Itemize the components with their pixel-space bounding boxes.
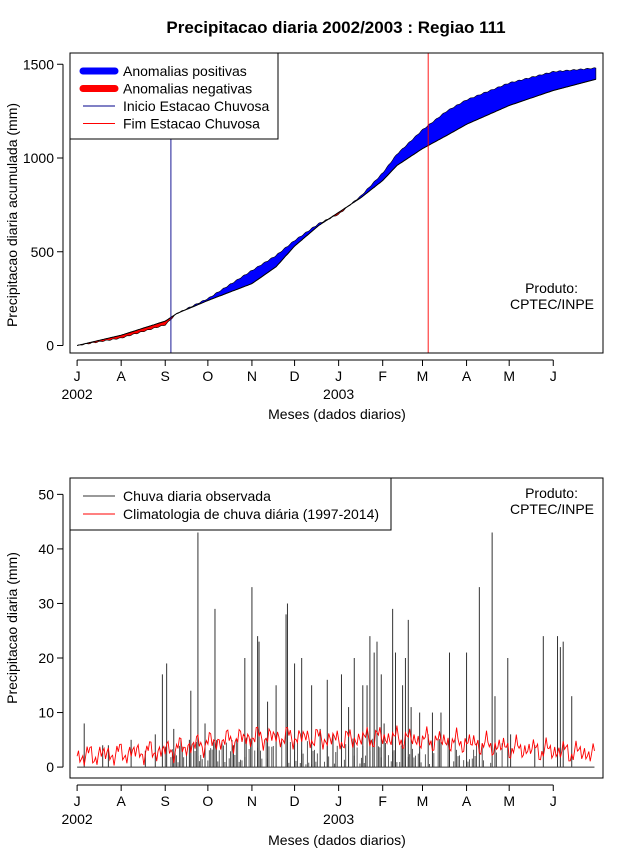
top-y-tick-label: 1000 — [23, 150, 54, 166]
legend-top: Anomalias positivas Anomalias negativasIn… — [69, 52, 279, 140]
x-axis-label-top: Meses (dados diarios) — [268, 406, 406, 422]
bottom-year-label: 2003 — [323, 811, 354, 827]
chart-title: Precipitacao diaria 2002/2003 : Regiao 1… — [166, 18, 505, 37]
top-x-tick-label: J — [335, 368, 342, 384]
legend-bottom-label: Climatologia de chuva diária (1997-2014) — [123, 506, 379, 522]
legend-bottom: Chuva diaria observada Climatologia de ch… — [69, 477, 392, 531]
y-axis-label-top: Precipitacao diaria acumulada (mm) — [4, 103, 20, 327]
bottom-x-tick-label: A — [116, 793, 126, 809]
x-axis-top: J A S O N D J F M A M J 2002 2003 — [62, 359, 557, 402]
bottom-x-tick-label: O — [202, 793, 213, 809]
top-x-tick-label: M — [503, 368, 515, 384]
bottom-x-tick-label: M — [503, 793, 515, 809]
bottom-x-tick-label: F — [378, 793, 387, 809]
daily-bars — [77, 532, 595, 768]
accumulated-panel: 0 500 1000 1500 J A S O N D J F M A M J 2002 2003 Meses … — [4, 52, 604, 422]
top-x-tick-label: D — [290, 368, 300, 384]
top-x-tick-label: N — [247, 368, 257, 384]
legend-top-label: Inicio Estacao Chuvosa — [123, 98, 270, 114]
bottom-x-tick-label: D — [290, 793, 300, 809]
top-y-tick-label: 500 — [31, 244, 55, 260]
bottom-x-tick-label: A — [462, 793, 472, 809]
top-y-tick-label: 0 — [46, 338, 54, 354]
observed-cumulative-line — [76, 78, 597, 346]
top-x-tick-label: M — [417, 368, 429, 384]
bottom-y-tick-label: 50 — [38, 486, 54, 502]
product-label: Produto: — [525, 280, 578, 296]
bottom-y-tick-label: 30 — [38, 595, 54, 611]
climatology-line — [76, 725, 595, 766]
top-year-label: 2002 — [62, 386, 93, 402]
x-axis-bottom: J A S O N D J F M A M J 2002 2003 — [62, 784, 557, 827]
top-x-tick-label: S — [161, 368, 170, 384]
bottom-y-tick-label: 0 — [46, 759, 54, 775]
top-x-tick-label: O — [202, 368, 213, 384]
legend-bottom-label: Chuva diaria observada — [123, 488, 271, 504]
positive-anomaly-area — [349, 67, 597, 207]
legend-top-label: Anomalias negativas — [123, 81, 252, 97]
y-axis-bottom: 0 10 20 30 40 50 — [38, 486, 64, 775]
product-source: CPTEC/INPE — [510, 296, 594, 312]
bottom-x-tick-label: S — [161, 793, 170, 809]
legend-top-label: Anomalias positivas — [123, 63, 247, 79]
negative-anomaly-area — [79, 314, 176, 346]
top-x-tick-label: F — [378, 368, 387, 384]
bottom-y-tick-label: 20 — [38, 650, 54, 666]
y-axis-label-bottom: Precipitacao diaria (mm) — [4, 552, 20, 704]
positive-anomaly-area — [179, 219, 328, 314]
daily-panel: 0 10 20 30 40 50 J A S O N D J F M A M J 2002 2003 Meses (… — [4, 477, 604, 848]
product-label-bottom: Produto: — [525, 485, 578, 501]
bottom-y-tick-label: 10 — [38, 705, 54, 721]
top-x-tick-label: A — [116, 368, 126, 384]
legend-top-box — [69, 52, 279, 140]
top-x-tick-label: J — [550, 368, 557, 384]
legend-bottom-box — [69, 477, 392, 531]
bottom-x-tick-label: J — [550, 793, 557, 809]
legend-top-label: Fim Estacao Chuvosa — [123, 116, 260, 132]
bottom-x-tick-label: J — [74, 793, 81, 809]
bottom-x-tick-label: M — [417, 793, 429, 809]
product-source-bottom: CPTEC/INPE — [510, 501, 594, 517]
y-axis-top: 0 500 1000 1500 — [23, 56, 64, 354]
plot-frame-top — [69, 52, 604, 354]
bottom-y-tick-label: 40 — [38, 541, 54, 557]
top-x-tick-label: A — [462, 368, 472, 384]
bottom-x-tick-label: J — [335, 793, 342, 809]
top-x-tick-label: J — [74, 368, 81, 384]
bottom-year-label: 2002 — [62, 811, 93, 827]
top-y-tick-label: 1500 — [23, 56, 54, 72]
x-axis-label-bottom: Meses (dados diarios) — [268, 832, 406, 848]
bottom-x-tick-label: N — [247, 793, 257, 809]
top-year-label: 2003 — [323, 386, 354, 402]
